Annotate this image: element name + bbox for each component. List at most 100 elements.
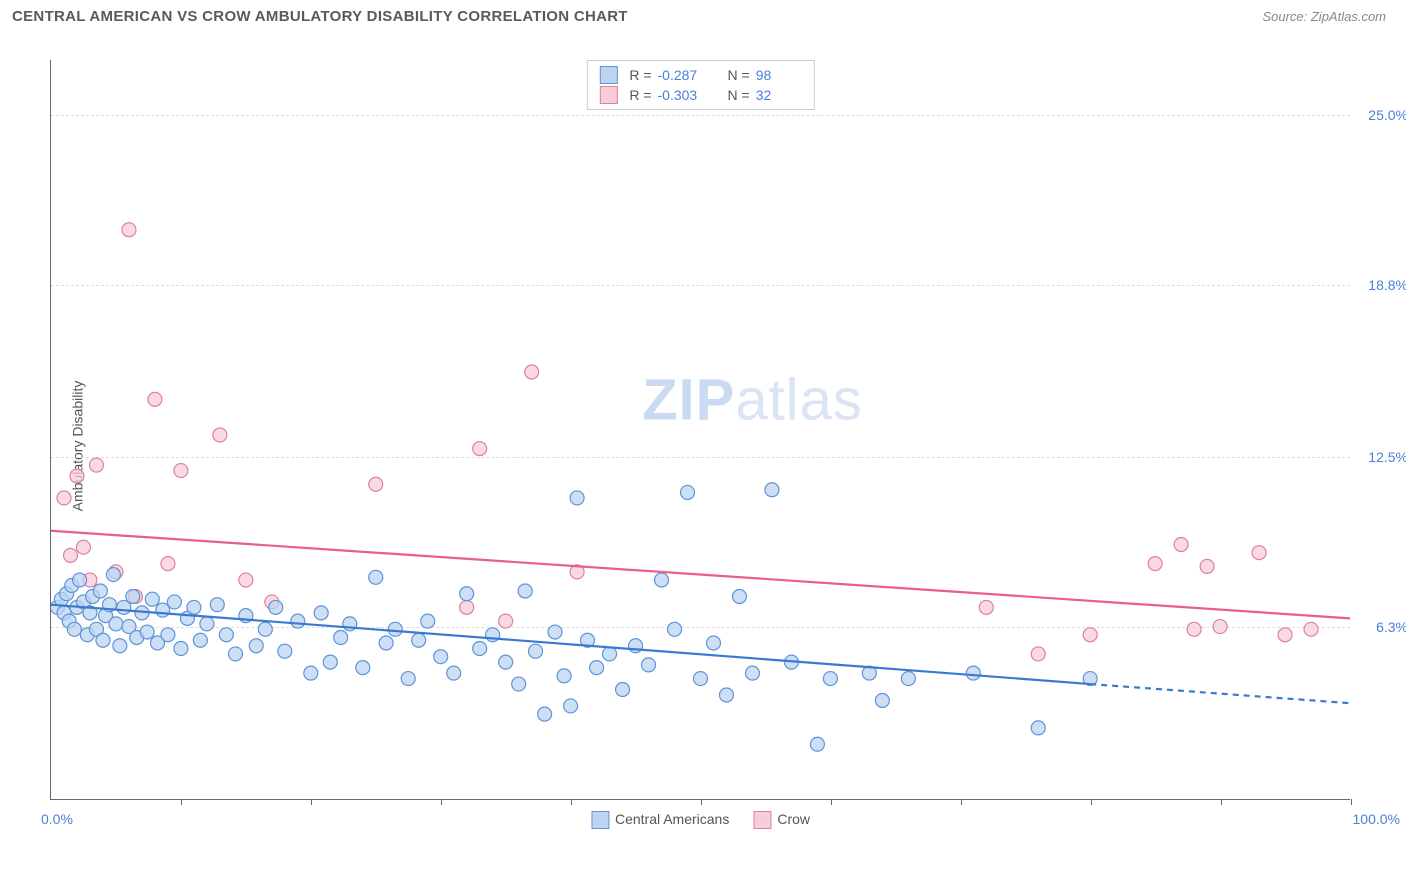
x-axis-max-label: 100.0% [1353, 811, 1400, 827]
data-point [499, 614, 513, 628]
data-point [603, 647, 617, 661]
data-point [193, 633, 207, 647]
data-point [642, 658, 656, 672]
n-value: 98 [756, 67, 802, 83]
data-point [269, 600, 283, 614]
r-label: R = [629, 87, 651, 103]
data-point [525, 365, 539, 379]
data-point [557, 669, 571, 683]
legend-swatch [753, 811, 771, 829]
data-point [473, 641, 487, 655]
data-point [1278, 628, 1292, 642]
data-point [1031, 647, 1045, 661]
n-label: N = [728, 87, 750, 103]
data-point [356, 661, 370, 675]
data-point [719, 688, 733, 702]
data-point [694, 672, 708, 686]
data-point [70, 469, 84, 483]
legend-item: Central Americans [591, 811, 729, 829]
r-label: R = [629, 67, 651, 83]
data-point [89, 458, 103, 472]
data-point [109, 617, 123, 631]
data-point [706, 636, 720, 650]
data-point [187, 600, 201, 614]
x-tick [441, 799, 442, 805]
data-point [369, 570, 383, 584]
data-point [732, 589, 746, 603]
data-point [823, 672, 837, 686]
data-point [434, 650, 448, 664]
data-point [745, 666, 759, 680]
data-point [1304, 622, 1318, 636]
data-point [512, 677, 526, 691]
data-point [655, 573, 669, 587]
legend-swatch [599, 66, 617, 84]
data-point [73, 573, 87, 587]
data-point [174, 641, 188, 655]
data-point [200, 617, 214, 631]
data-point [122, 223, 136, 237]
data-point [167, 595, 181, 609]
data-point [810, 737, 824, 751]
data-point [1148, 557, 1162, 571]
legend-label: Crow [777, 811, 810, 827]
data-point [210, 598, 224, 612]
n-value: 32 [756, 87, 802, 103]
data-point [765, 483, 779, 497]
data-point [140, 625, 154, 639]
x-tick [1091, 799, 1092, 805]
data-point [548, 625, 562, 639]
y-tick-label: 12.5% [1368, 449, 1406, 465]
data-point [213, 428, 227, 442]
data-point [570, 491, 584, 505]
data-point [388, 622, 402, 636]
data-point [258, 622, 272, 636]
data-point [1083, 628, 1097, 642]
data-point [518, 584, 532, 598]
x-tick [311, 799, 312, 805]
data-point [499, 655, 513, 669]
data-point [314, 606, 328, 620]
data-point [668, 622, 682, 636]
data-point [369, 477, 383, 491]
y-tick-label: 6.3% [1376, 619, 1406, 635]
x-tick [831, 799, 832, 805]
data-point [239, 573, 253, 587]
data-point [148, 392, 162, 406]
source-attribution: Source: ZipAtlas.com [1262, 9, 1386, 24]
y-tick-label: 25.0% [1368, 107, 1406, 123]
x-tick [961, 799, 962, 805]
data-point [1213, 620, 1227, 634]
data-point [304, 666, 318, 680]
data-point [93, 584, 107, 598]
data-point [228, 647, 242, 661]
data-point [334, 631, 348, 645]
data-point [979, 600, 993, 614]
data-point [57, 491, 71, 505]
data-point [473, 442, 487, 456]
data-point [590, 661, 604, 675]
data-point [529, 644, 543, 658]
r-value: -0.303 [658, 87, 704, 103]
data-point [875, 693, 889, 707]
legend-row: R = -0.287N = 98 [599, 65, 801, 85]
data-point [219, 628, 233, 642]
data-point [379, 636, 393, 650]
x-axis-min-label: 0.0% [41, 811, 73, 827]
data-point [174, 464, 188, 478]
data-point [460, 587, 474, 601]
data-point [412, 633, 426, 647]
data-point [161, 557, 175, 571]
x-tick [1351, 799, 1352, 805]
data-point [421, 614, 435, 628]
data-point [76, 540, 90, 554]
data-point [447, 666, 461, 680]
data-point [1200, 559, 1214, 573]
data-point [1187, 622, 1201, 636]
chart-area: ZIPatlas R = -0.287N = 98R = -0.303N = 3… [50, 60, 1350, 800]
r-value: -0.287 [658, 67, 704, 83]
legend-label: Central Americans [615, 811, 729, 827]
x-tick [1221, 799, 1222, 805]
data-point [616, 683, 630, 697]
data-point [63, 548, 77, 562]
